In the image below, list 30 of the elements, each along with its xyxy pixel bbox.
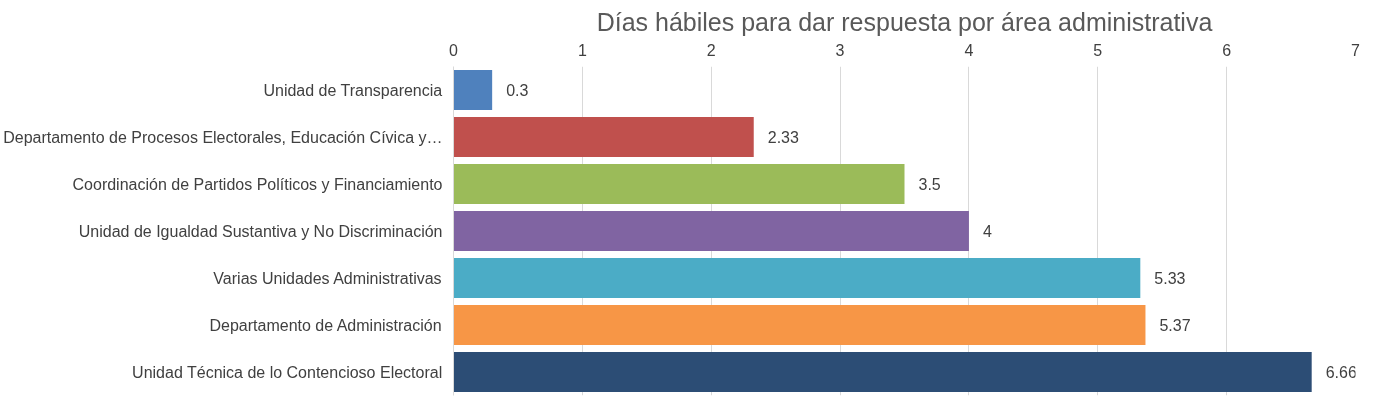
- data-label: 4: [982, 223, 992, 240]
- bar: [453, 164, 905, 204]
- chart-title: Días hábiles para dar respuesta por área administrativa: [596, 7, 1213, 36]
- x-tick-label: 3: [835, 41, 845, 59]
- bar: [453, 352, 1312, 392]
- data-label: 6.66: [1325, 364, 1357, 381]
- bar: [453, 211, 969, 251]
- data-label: 3.5: [918, 176, 941, 193]
- y-tick-label: Departamento de Administración: [209, 316, 442, 334]
- x-tick-label: 2: [706, 41, 716, 59]
- y-tick-label: Unidad de Igualdad Sustantiva y No Discriminación: [78, 222, 443, 240]
- y-tick-label: Coordinación de Partidos Políticos y Financiamiento: [72, 175, 443, 193]
- bar: [453, 70, 493, 110]
- x-tick-label: 5: [1093, 41, 1103, 59]
- x-tick-label: 6: [1222, 41, 1232, 59]
- y-tick-label: Varias Unidades Administrativas: [213, 269, 442, 287]
- bar: [453, 258, 1141, 298]
- data-label: 5.37: [1159, 317, 1191, 334]
- y-tick-label: Unidad de Transparencia: [263, 81, 443, 99]
- x-tick-label: 0: [449, 41, 459, 59]
- bar: [453, 117, 754, 157]
- y-tick-label: Unidad Técnica de lo Contencioso Electoral: [132, 363, 443, 381]
- x-tick-label: 7: [1351, 41, 1361, 59]
- y-tick-label: Departamento de Procesos Electorales, Educación Cívica y…: [3, 128, 443, 146]
- data-label: 5.33: [1154, 270, 1186, 287]
- bar: [453, 305, 1146, 345]
- x-tick-label: 1: [577, 41, 587, 59]
- data-label: 0.3: [506, 82, 529, 99]
- data-label: 2.33: [767, 129, 799, 146]
- x-tick-label: 4: [964, 41, 974, 59]
